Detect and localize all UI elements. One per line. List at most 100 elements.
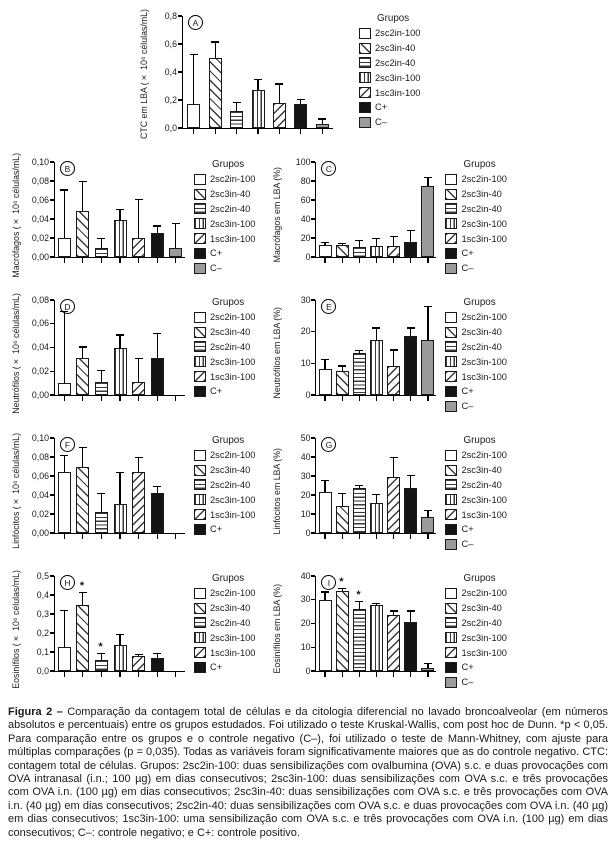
legend-swatch-horiz [445, 479, 458, 491]
bar-B-2sc2in-40 [94, 247, 108, 257]
legend-item-1sc3in-100: 1sc3in-100 [359, 85, 420, 100]
legend-label: 2sc3in-40 [210, 603, 251, 614]
x-tick [175, 396, 177, 402]
legend-label: 2sc3in-40 [375, 43, 416, 54]
y-tick [177, 15, 182, 17]
legend-item-2sc2in-100: 2sc2in-100 [445, 310, 507, 325]
x-tick [427, 534, 429, 540]
legend-label: 2sc2in-100 [210, 174, 256, 185]
y-tick-label: 20 [300, 618, 311, 628]
error-bar [63, 311, 65, 384]
y-tick [49, 575, 54, 577]
legend-label: C+ [461, 386, 474, 397]
legend-swatch-diag-back [445, 188, 458, 200]
error-bar [427, 663, 429, 668]
x-tick [278, 129, 281, 135]
legend-swatch-vert [359, 72, 371, 84]
legend-title: Grupos [463, 435, 496, 446]
x-tick [393, 534, 395, 540]
x-tick [341, 534, 343, 540]
error-bar-cap [338, 587, 347, 590]
legend-item-C–: C– [194, 261, 255, 276]
x-tick [375, 534, 378, 540]
legend-label: C+ [461, 662, 474, 673]
y-tick-label: 100 [295, 156, 311, 167]
x-tick [410, 672, 412, 678]
error-bar-cap [116, 334, 124, 336]
y-tick [177, 43, 182, 45]
bar-G-C+ [404, 487, 418, 533]
error-bar-cap [423, 176, 432, 179]
panel-C-chart: C 0 20 40 60 80 100 [284, 157, 437, 280]
error-bar-cap [97, 492, 106, 495]
legend-label: 1sc3in-100 [210, 647, 256, 658]
legend-label: 2sc3in-100 [210, 632, 256, 643]
bar-I-2sc3in-100 [369, 605, 383, 671]
x-tick [100, 396, 103, 402]
y-tick-label: 0,2 [36, 627, 49, 638]
legend-label: 1sc3in-100 [461, 509, 507, 520]
legend-item-1sc3in-100: 1sc3in-100 [194, 231, 255, 246]
chart-plot-E: E 0 10 20 30 [301, 295, 437, 402]
error-bar [427, 306, 429, 341]
y-tick-label: 40 [300, 570, 311, 581]
error-bar [156, 334, 158, 359]
y-tick [311, 237, 316, 239]
error-bar [100, 494, 103, 513]
error-bar-cap [423, 509, 432, 511]
x-tick [427, 672, 429, 678]
legend-label: 1sc3in-100 [461, 233, 507, 244]
error-bar-cap [60, 609, 69, 612]
legend-item-2sc2in-40: 2sc2in-40 [194, 340, 255, 355]
legend-swatch-blank [194, 173, 206, 185]
bar-F-C+ [150, 493, 164, 533]
y-tick-label: 0,6 [164, 38, 177, 49]
error-bar-cap [275, 83, 284, 85]
legend-label: C+ [461, 524, 474, 535]
error-bar [257, 80, 259, 91]
y-tick-label: 40 [300, 213, 311, 224]
x-tick [156, 672, 158, 678]
bar-C-C– [421, 185, 435, 257]
legend-item-1sc3in-100: 1sc3in-100 [445, 369, 507, 384]
bar-A-2sc3in-40 [208, 58, 222, 128]
legend-swatch-blank [445, 173, 458, 185]
legend-swatch-horiz [194, 479, 206, 491]
panel-letter-B: B [60, 161, 75, 176]
y-tick-label: 0 [305, 389, 311, 400]
y-tick [49, 394, 54, 396]
legend-label: C– [461, 677, 474, 688]
error-bar [324, 592, 326, 600]
error-bar [324, 481, 326, 492]
row-FG: Linfócitos (× 10⁶ células/mL) F 0,00 0,02 0… [8, 426, 608, 556]
legend-label: 2sc3in-100 [461, 218, 507, 229]
y-tick-label: 0,0 [36, 665, 49, 676]
x-tick [375, 396, 378, 402]
legend-swatch-diag-fwd [194, 509, 206, 521]
legend-swatch-diag-fwd [194, 233, 206, 245]
error-bar [341, 589, 343, 591]
error-bar-cap [97, 237, 106, 239]
error-bar [63, 611, 65, 648]
x-tick [358, 672, 360, 678]
y-tick-label: 0,5 [36, 570, 49, 581]
bar-E-2sc2in-40 [352, 352, 366, 395]
legend-swatch-solid-black [445, 247, 458, 259]
error-bar [82, 448, 84, 468]
figure-caption: Figura 2 – Comparação da contagem total … [8, 706, 608, 840]
x-tick [324, 534, 326, 540]
legend-swatch-solid-black [194, 661, 206, 673]
error-bar [82, 181, 84, 212]
bar-H-1sc3in-100 [132, 655, 146, 671]
legend-swatch-diag-fwd [445, 647, 458, 659]
bar-I-1sc3in-100 [387, 615, 401, 671]
y-tick [49, 613, 54, 615]
legend-swatch-diag-fwd [359, 87, 371, 99]
bar-H-2sc3in-40 [76, 604, 90, 671]
legend-label: 2sc3in-40 [461, 189, 502, 200]
x-tick [324, 258, 326, 264]
bar-E-C– [421, 340, 435, 395]
panel-A-legend: Grupos 2sc2in-100 2sc3in-40 2sc2in-40 2sc3in… [359, 13, 420, 144]
y-tick-label: 0,06 [31, 194, 49, 205]
y-tick [311, 331, 316, 333]
